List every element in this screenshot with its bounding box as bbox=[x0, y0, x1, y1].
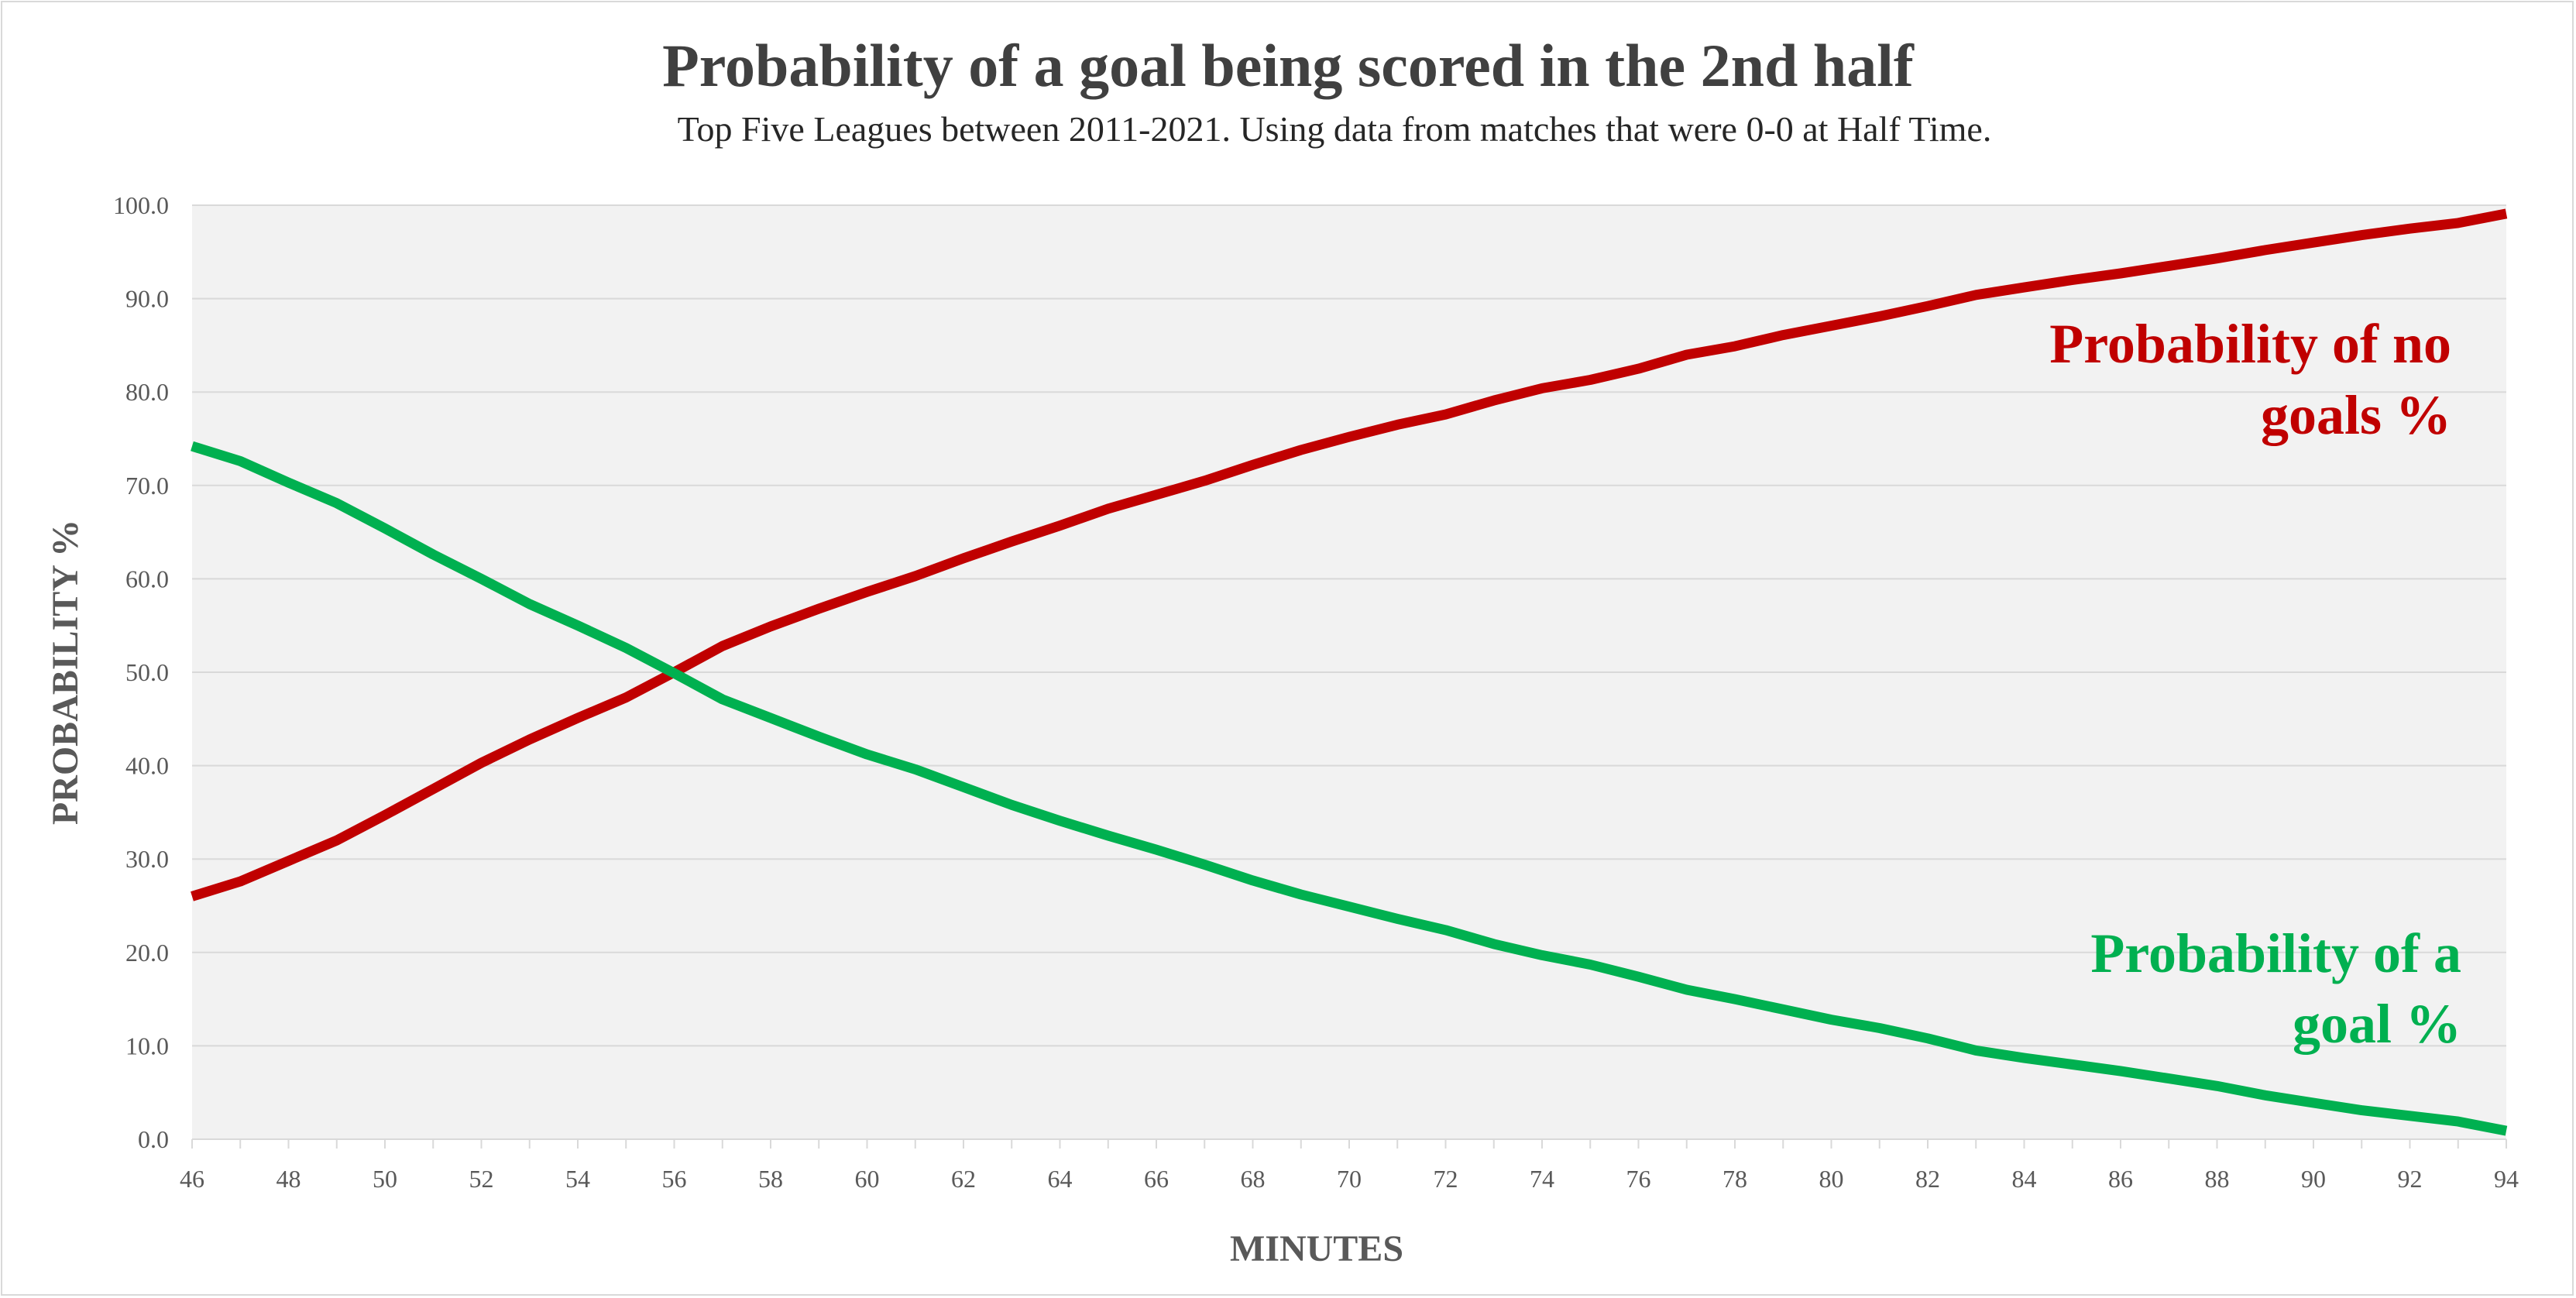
x-tick-label: 74 bbox=[1530, 1165, 1554, 1193]
y-tick-label: 40.0 bbox=[125, 752, 169, 780]
series-annotation-label: goal % bbox=[2293, 993, 2461, 1055]
x-tick-label: 62 bbox=[951, 1165, 976, 1193]
x-tick-label: 60 bbox=[855, 1165, 880, 1193]
y-tick-label: 80.0 bbox=[125, 378, 169, 406]
x-tick-labels: 46 48 50 52 54 56 58 60 62 64 66 68 70 72 74 76 78 80 82 84… bbox=[180, 1165, 2519, 1193]
chart-title: Probability of a goal being scored in th… bbox=[662, 32, 1914, 99]
x-tick-label: 80 bbox=[1819, 1165, 1844, 1193]
y-tick-label: 100.0 bbox=[113, 191, 169, 219]
series-lines bbox=[191, 208, 2508, 1136]
x-tick-label: 72 bbox=[1434, 1165, 1458, 1193]
x-tick-label: 88 bbox=[2205, 1165, 2230, 1193]
gridlines bbox=[191, 204, 2507, 1149]
y-tick-label: 50.0 bbox=[125, 658, 169, 686]
series-line-0 bbox=[191, 208, 2508, 901]
y-tick-label: 0.0 bbox=[138, 1125, 169, 1153]
series-line-1 bbox=[191, 441, 2508, 1136]
y-tick-label: 20.0 bbox=[125, 939, 169, 967]
series-annotation-label: Probability of a bbox=[2090, 922, 2461, 984]
x-tick-label: 52 bbox=[469, 1165, 494, 1193]
x-axis-label: MINUTES bbox=[1230, 1228, 1403, 1269]
y-tick-labels: 0.0 10.0 20.0 30.0 40.0 50.0 60.0 70.0 80.0 90.0 1… bbox=[113, 191, 169, 1153]
y-axis-label: PROBABILITY % bbox=[45, 520, 86, 825]
x-tick-label: 66 bbox=[1144, 1165, 1169, 1193]
series-annotation-label: goals % bbox=[2261, 384, 2451, 446]
x-tick-label: 70 bbox=[1337, 1165, 1362, 1193]
x-tick-label: 86 bbox=[2108, 1165, 2133, 1193]
x-tick-label: 64 bbox=[1048, 1165, 1073, 1193]
series-annotation-label: Probability of no bbox=[2049, 313, 2451, 375]
x-tick-label: 92 bbox=[2398, 1165, 2423, 1193]
y-tick-label: 70.0 bbox=[125, 472, 169, 500]
x-tick-label: 50 bbox=[373, 1165, 397, 1193]
x-tick-label: 56 bbox=[662, 1165, 687, 1193]
x-tick-label: 90 bbox=[2301, 1165, 2326, 1193]
x-tick-label: 68 bbox=[1241, 1165, 1266, 1193]
x-tick-label: 94 bbox=[2494, 1165, 2519, 1193]
x-tick-label: 82 bbox=[1915, 1165, 1940, 1193]
series-annotations: Probability of no goals % Probability of a… bbox=[2049, 313, 2461, 1055]
x-tick-label: 78 bbox=[1722, 1165, 1747, 1193]
y-tick-label: 10.0 bbox=[125, 1032, 169, 1059]
chart-subtitle: Top Five Leagues between 2011-2021. Usin… bbox=[677, 109, 1992, 149]
x-tick-label: 48 bbox=[276, 1165, 301, 1193]
y-tick-label: 90.0 bbox=[125, 285, 169, 313]
x-tick-label: 84 bbox=[2012, 1165, 2037, 1193]
x-tick-label: 58 bbox=[758, 1165, 783, 1193]
x-tick-label: 76 bbox=[1626, 1165, 1651, 1193]
y-tick-label: 30.0 bbox=[125, 845, 169, 873]
x-tick-label: 46 bbox=[180, 1165, 204, 1193]
y-tick-label: 60.0 bbox=[125, 565, 169, 592]
x-tick-label: 54 bbox=[565, 1165, 590, 1193]
